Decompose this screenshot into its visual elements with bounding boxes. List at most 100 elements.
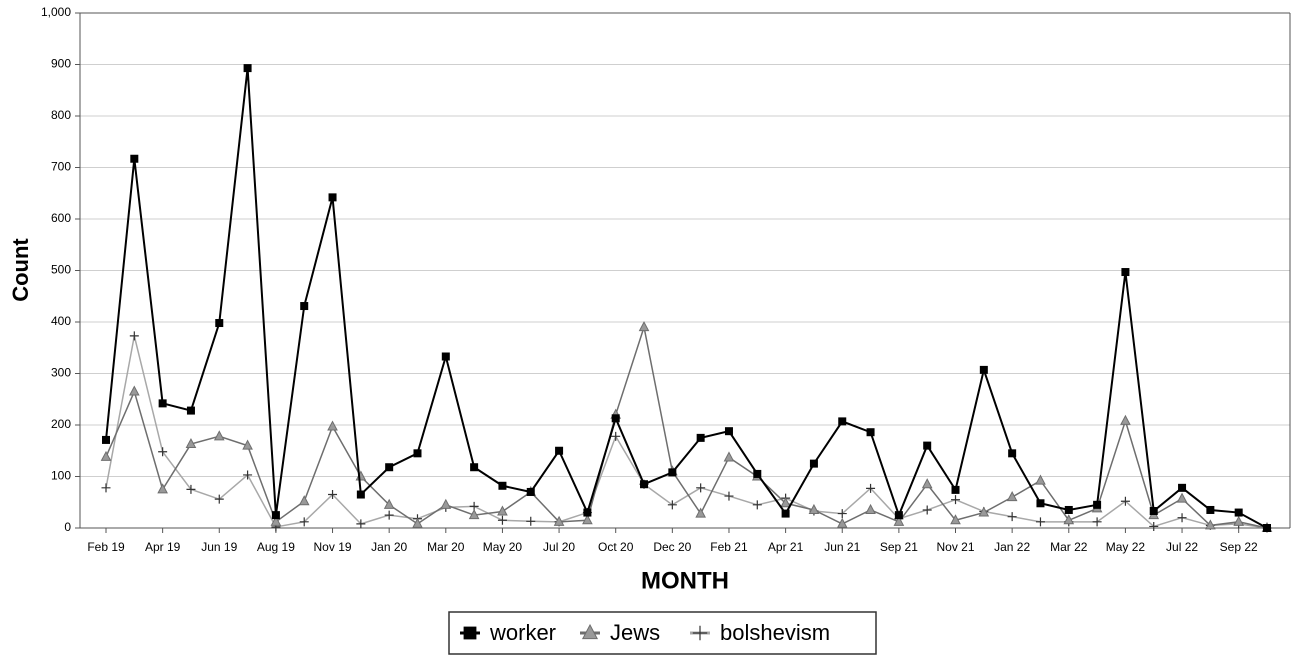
marker: [185, 437, 197, 449]
series-0: [102, 64, 1271, 532]
marker: [724, 491, 734, 501]
marker: [1149, 521, 1159, 531]
marker: [950, 514, 961, 525]
x-tick-label: Sep 22: [1220, 540, 1258, 554]
x-tick-label: Nov 21: [936, 540, 974, 554]
marker: [1092, 517, 1102, 527]
x-tick-label: Feb 19: [87, 540, 125, 554]
marker: [328, 193, 337, 202]
marker: [1149, 507, 1158, 516]
marker: [242, 439, 253, 450]
marker: [1035, 517, 1045, 527]
marker: [384, 510, 394, 520]
y-axis-label: Count: [8, 238, 33, 302]
marker: [356, 519, 366, 529]
marker: [441, 352, 450, 361]
marker: [838, 417, 847, 426]
marker: [1093, 500, 1102, 509]
marker: [696, 433, 705, 442]
marker: [836, 517, 848, 528]
legend-label: worker: [489, 620, 556, 645]
marker: [213, 430, 225, 441]
marker: [780, 497, 791, 508]
marker: [328, 490, 338, 500]
marker: [951, 495, 961, 505]
marker: [497, 515, 507, 525]
y-tick-label: 400: [51, 314, 71, 328]
marker: [753, 469, 762, 478]
marker: [752, 500, 762, 510]
marker: [809, 459, 818, 468]
marker: [951, 485, 960, 494]
x-tick-label: Jun 21: [824, 540, 860, 554]
y-tick-label: 800: [51, 108, 71, 122]
marker: [158, 447, 168, 457]
marker: [1120, 496, 1130, 506]
marker: [298, 495, 310, 506]
x-tick-label: Nov 19: [314, 540, 352, 554]
x-tick-label: Sep 21: [880, 540, 918, 554]
x-tick-label: May 20: [483, 540, 523, 554]
marker: [243, 64, 252, 73]
x-tick-label: Jul 20: [543, 540, 575, 554]
marker: [640, 480, 649, 489]
marker: [412, 517, 423, 528]
marker: [582, 514, 593, 525]
x-axis-label: MONTH: [641, 567, 729, 594]
marker: [922, 505, 932, 515]
marker: [1121, 268, 1130, 277]
marker: [692, 625, 708, 641]
marker: [526, 516, 536, 526]
marker: [893, 515, 905, 526]
y-tick-label: 900: [51, 57, 71, 71]
marker: [724, 427, 733, 436]
marker: [413, 449, 422, 458]
marker: [979, 365, 988, 374]
marker: [808, 503, 820, 514]
y-tick-label: 100: [51, 469, 71, 483]
legend-label: bolshevism: [720, 620, 830, 645]
marker: [611, 431, 621, 441]
marker: [1007, 512, 1017, 522]
series-line: [105, 324, 1268, 529]
marker: [128, 385, 140, 396]
marker: [667, 500, 677, 510]
marker: [866, 483, 876, 493]
marker: [837, 509, 847, 519]
marker: [1006, 491, 1018, 502]
series-line: [105, 67, 1268, 529]
y-tick-label: 1,000: [41, 5, 71, 19]
y-tick-label: 600: [51, 211, 71, 225]
x-tick-label: Oct 20: [598, 540, 634, 554]
marker: [723, 451, 735, 462]
marker: [1263, 524, 1271, 532]
marker: [497, 505, 508, 516]
marker: [243, 470, 253, 480]
marker: [385, 463, 394, 472]
marker: [611, 414, 620, 423]
marker: [1233, 515, 1245, 526]
marker: [130, 154, 139, 163]
x-tick-label: May 22: [1106, 540, 1146, 554]
marker: [581, 623, 599, 640]
marker: [1205, 519, 1216, 530]
marker: [186, 406, 195, 415]
marker: [866, 428, 875, 437]
marker: [383, 498, 395, 509]
y-tick-label: 700: [51, 160, 71, 174]
marker: [696, 483, 706, 493]
marker: [978, 506, 990, 517]
marker: [695, 507, 706, 518]
x-tick-label: Mar 20: [427, 540, 465, 554]
marker: [1063, 514, 1075, 525]
marker: [157, 483, 168, 494]
legend-box: [448, 611, 877, 655]
marker: [299, 517, 309, 527]
marker: [129, 331, 139, 341]
x-tick-label: Feb 21: [710, 540, 748, 554]
marker: [270, 515, 282, 526]
marker: [356, 490, 365, 499]
marker: [526, 487, 535, 496]
marker: [100, 450, 112, 461]
marker: [555, 446, 564, 455]
